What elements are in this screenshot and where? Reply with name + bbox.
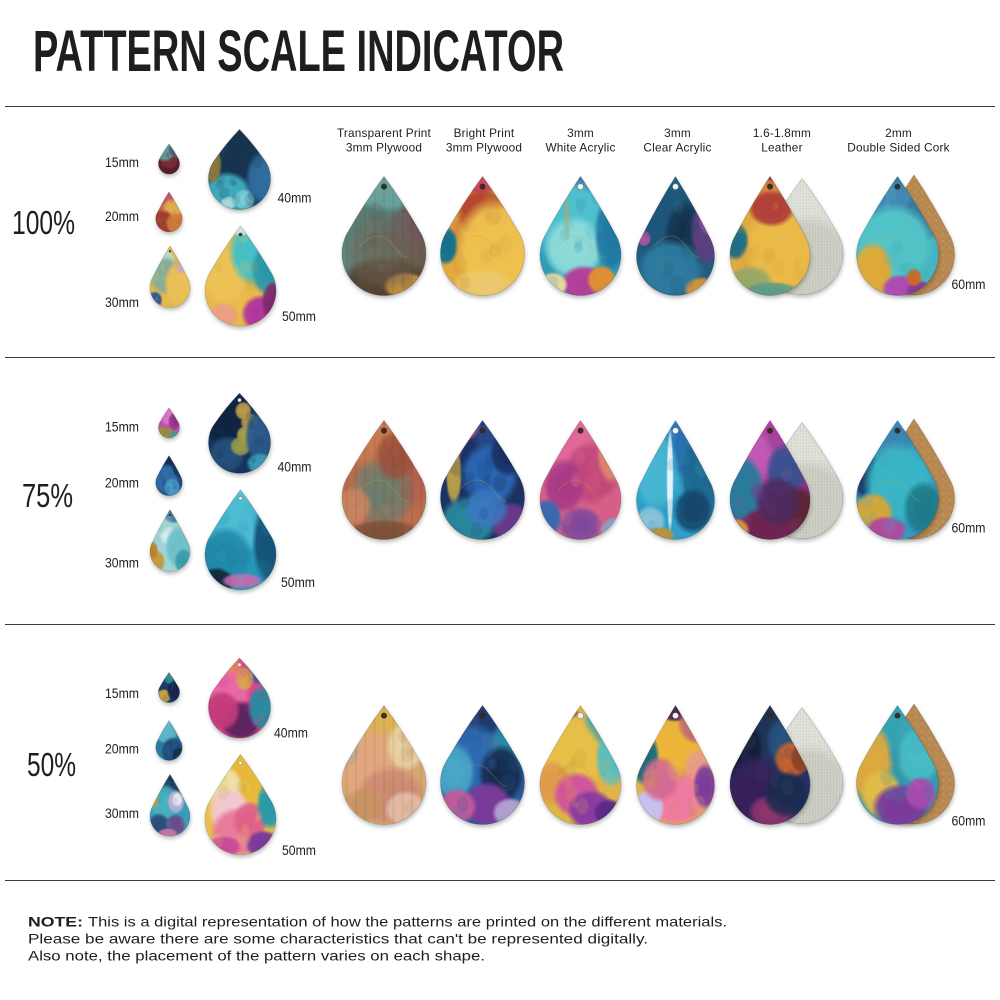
svg-text:Bright Print: Bright Print: [454, 126, 515, 140]
svg-text:3mm: 3mm: [664, 126, 691, 140]
svg-text:White Acrylic: White Acrylic: [545, 141, 615, 155]
svg-text:30mm: 30mm: [105, 295, 139, 310]
svg-text:NOTE:: NOTE:: [28, 914, 83, 930]
svg-text:3mm Plywood: 3mm Plywood: [446, 141, 522, 155]
svg-text:40mm: 40mm: [278, 460, 312, 475]
svg-text:Double Sided Cork: Double Sided Cork: [847, 141, 949, 155]
svg-text:15mm: 15mm: [105, 155, 139, 170]
svg-text:50mm: 50mm: [281, 575, 315, 590]
svg-text:1.6-1.8mm: 1.6-1.8mm: [753, 126, 811, 140]
svg-text:50mm: 50mm: [282, 843, 316, 858]
svg-text:75%: 75%: [22, 477, 73, 514]
svg-text:Leather: Leather: [761, 141, 802, 155]
svg-text:50mm: 50mm: [282, 309, 316, 324]
svg-text:100%: 100%: [12, 204, 75, 241]
svg-text:40mm: 40mm: [278, 191, 312, 206]
svg-text:Please be aware there are some: Please be aware there are some character…: [28, 931, 648, 947]
svg-text:Clear Acrylic: Clear Acrylic: [643, 141, 711, 155]
svg-text:20mm: 20mm: [105, 476, 139, 491]
svg-text:This is a digital representati: This is a digital representation of how …: [88, 914, 727, 930]
svg-text:2mm: 2mm: [885, 126, 912, 140]
svg-text:60mm: 60mm: [952, 277, 986, 292]
svg-text:20mm: 20mm: [105, 742, 139, 757]
svg-text:40mm: 40mm: [274, 726, 308, 741]
svg-text:30mm: 30mm: [105, 806, 139, 821]
svg-text:60mm: 60mm: [952, 521, 986, 536]
svg-text:15mm: 15mm: [105, 420, 139, 435]
svg-text:50%: 50%: [27, 746, 76, 783]
svg-text:60mm: 60mm: [952, 814, 986, 829]
svg-text:30mm: 30mm: [105, 556, 139, 571]
svg-text:3mm Plywood: 3mm Plywood: [346, 141, 422, 155]
svg-text:15mm: 15mm: [105, 686, 139, 701]
svg-text:Also note, the placement of th: Also note, the placement of the pattern …: [28, 948, 485, 964]
svg-text:Transparent Print: Transparent Print: [337, 126, 432, 140]
svg-text:3mm: 3mm: [567, 126, 594, 140]
svg-text:PATTERN SCALE INDICATOR: PATTERN SCALE INDICATOR: [33, 19, 564, 84]
svg-text:20mm: 20mm: [105, 209, 139, 224]
